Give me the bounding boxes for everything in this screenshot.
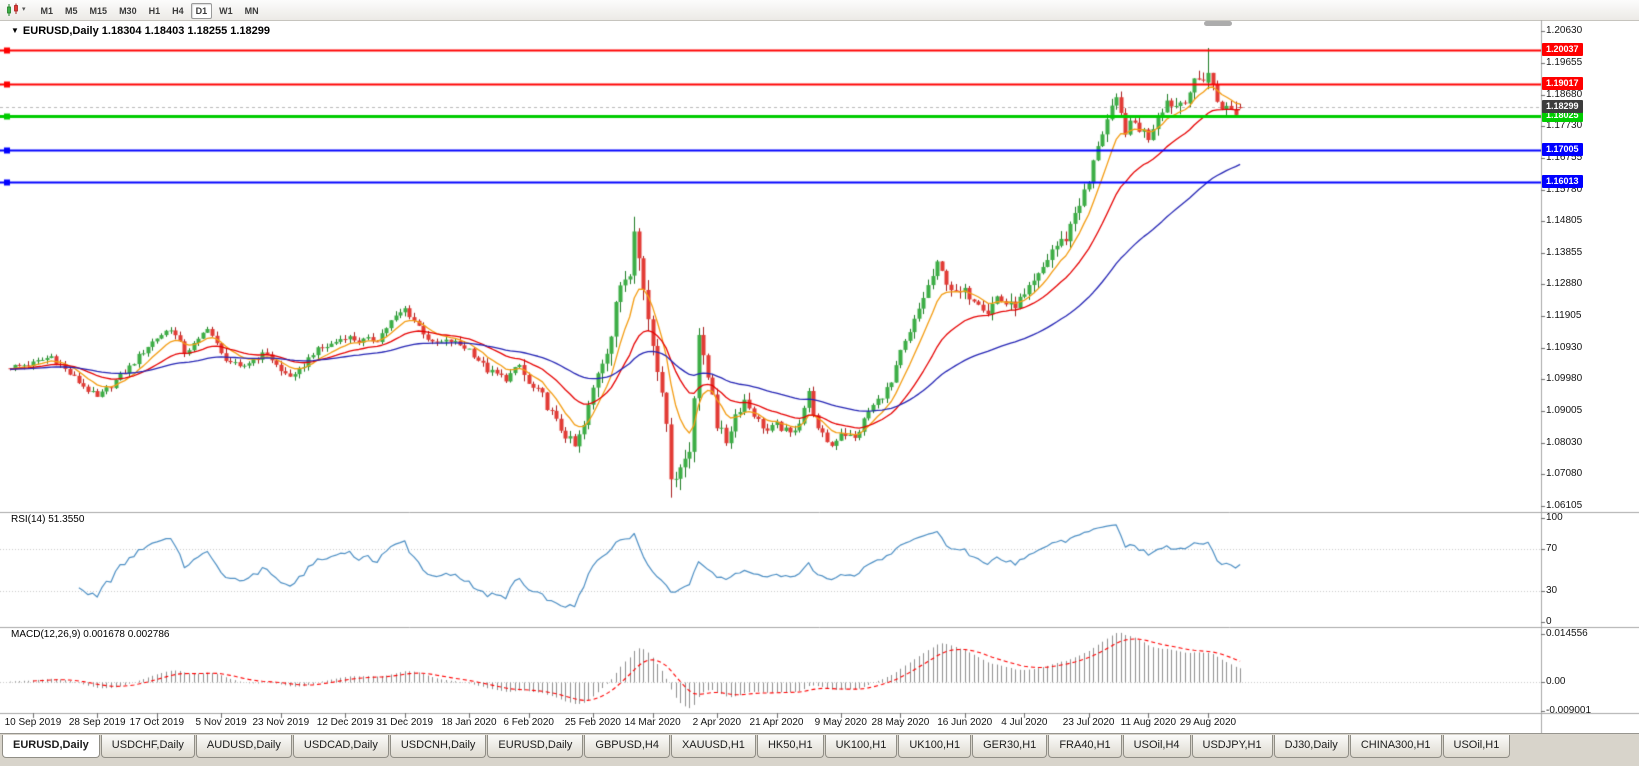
candlestick-chart-icon[interactable] bbox=[5, 3, 21, 17]
chart-tab-12-fra40-h1[interactable]: FRA40,H1 bbox=[1048, 735, 1122, 758]
chart-tab-0-eurusd-daily[interactable]: EURUSD,Daily bbox=[2, 735, 100, 758]
chart-tab-10-uk100-h1[interactable]: UK100,H1 bbox=[898, 735, 972, 758]
price-axis-label: 1.09980 bbox=[1546, 373, 1583, 385]
macd-axis-label: -0.009001 bbox=[1546, 705, 1592, 716]
hline-price-badge[interactable]: 1.17005 bbox=[1542, 142, 1583, 156]
date-axis-label: 17 Oct 2019 bbox=[129, 717, 185, 728]
date-axis-label: 6 Feb 2020 bbox=[503, 717, 554, 728]
date-axis-label: 25 Feb 2020 bbox=[564, 717, 622, 728]
chart-tab-13-usoil-h4[interactable]: USOil,H4 bbox=[1122, 735, 1191, 758]
macd-indicator-label: MACD(12,26,9) 0.001678 0.002786 bbox=[11, 629, 169, 640]
rsi-axis-label: 0 bbox=[1546, 616, 1552, 627]
price-axis-label: 1.08030 bbox=[1546, 437, 1583, 449]
collapse-triangle-icon[interactable]: ▼ bbox=[11, 26, 19, 35]
date-axis-label: 23 Nov 2019 bbox=[252, 717, 310, 728]
chart-tab-1-usdchf-daily[interactable]: USDCHF,Daily bbox=[100, 735, 195, 758]
price-axis-label: 1.18680 bbox=[1546, 88, 1583, 100]
date-axis-label: 18 Jan 2020 bbox=[441, 717, 497, 728]
chart-tab-17-usoil-h1[interactable]: USOil,H1 bbox=[1442, 735, 1511, 758]
chart-tab-2-audusd-daily[interactable]: AUDUSD,Daily bbox=[195, 735, 292, 758]
chart-tab-14-usdjpy-h1[interactable]: USDJPY,H1 bbox=[1191, 735, 1273, 758]
date-axis-label: 28 May 2020 bbox=[871, 717, 930, 728]
macd-values: 0.001678 0.002786 bbox=[83, 629, 170, 640]
price-axis-label: 1.16755 bbox=[1546, 151, 1583, 163]
chart-tabs-bar: EURUSD,Daily USDCHF,Daily AUDUSD,Daily USDC… bbox=[0, 733, 1639, 766]
macd-name: MACD(12,26,9) bbox=[11, 629, 81, 640]
price-axis-label: 1.13855 bbox=[1546, 246, 1583, 258]
chart-tab-3-usdcad-daily[interactable]: USDCAD,Daily bbox=[292, 735, 389, 758]
date-axis-label: 2 Apr 2020 bbox=[692, 717, 742, 728]
chart-ohlc-values: 1.18304 1.18403 1.18255 1.18299 bbox=[101, 25, 270, 37]
timeframe-button-m30[interactable]: M30 bbox=[114, 3, 142, 19]
date-axis-label: 9 May 2020 bbox=[814, 717, 867, 728]
timeframe-toolbar: ▾ M1 M5 M15 M30 H1 H4 D1 W1 MN bbox=[0, 0, 1639, 21]
chart-type-dropdown-caret-icon[interactable]: ▾ bbox=[22, 6, 26, 13]
rsi-indicator-label: RSI(14) 51.3550 bbox=[11, 514, 84, 525]
date-axis-label: 12 Dec 2019 bbox=[316, 717, 374, 728]
price-axis-label: 1.11905 bbox=[1546, 310, 1582, 322]
chart-tab-8-hk50-h1[interactable]: HK50,H1 bbox=[756, 735, 824, 758]
timeframe-button-h1[interactable]: H1 bbox=[144, 3, 166, 19]
hline-price-badge[interactable]: 1.20037 bbox=[1542, 43, 1583, 57]
date-axis-label: 31 Dec 2019 bbox=[376, 717, 434, 728]
timeframe-buttons-group: M1 M5 M15 M30 H1 H4 D1 W1 MN bbox=[35, 1, 265, 19]
date-axis-label: 23 Jul 2020 bbox=[1062, 717, 1115, 728]
chart-symbol-label: EURUSD,Daily bbox=[22, 25, 99, 37]
date-axis-label: 29 Aug 2020 bbox=[1179, 717, 1237, 728]
macd-axis-label: 0.014556 bbox=[1546, 628, 1588, 639]
rsi-axis-label: 30 bbox=[1546, 584, 1558, 596]
date-axis-label: 11 Aug 2020 bbox=[1120, 717, 1177, 728]
price-axis-label: 1.07080 bbox=[1546, 468, 1583, 480]
date-axis-label: 28 Sep 2019 bbox=[68, 717, 126, 728]
chart-scroll-thumb[interactable] bbox=[1204, 21, 1232, 26]
date-axis-label: 14 Mar 2020 bbox=[624, 717, 681, 728]
price-axis-label: 1.15780 bbox=[1546, 183, 1583, 195]
date-axis-label: 21 Apr 2020 bbox=[749, 717, 804, 728]
chart-tab-6-gbpusd-h4[interactable]: GBPUSD,H4 bbox=[584, 735, 670, 758]
chart-tab-7-xauusd-h1[interactable]: XAUUSD,H1 bbox=[670, 735, 756, 758]
timeframe-button-w1[interactable]: W1 bbox=[214, 3, 238, 19]
price-axis-label: 1.10930 bbox=[1546, 342, 1583, 354]
timeframe-button-h4[interactable]: H4 bbox=[167, 3, 189, 19]
chart-tab-5-eurusd-daily[interactable]: EURUSD,Daily bbox=[487, 735, 584, 758]
price-axis-label: 1.14805 bbox=[1546, 215, 1583, 227]
timeframe-button-m1[interactable]: M1 bbox=[36, 3, 59, 19]
price-axis-label: 1.06105 bbox=[1546, 500, 1583, 511]
chart-tab-15-dj30-daily[interactable]: DJ30,Daily bbox=[1273, 735, 1349, 758]
chart-tab-16-china300-h1[interactable]: CHINA300,H1 bbox=[1349, 735, 1442, 758]
timeframe-button-d1[interactable]: D1 bbox=[190, 3, 213, 19]
macd-axis-label: 0.00 bbox=[1546, 675, 1566, 687]
current-price-badge: 1.18299 bbox=[1542, 100, 1583, 114]
date-axis-label: 5 Nov 2019 bbox=[195, 717, 247, 728]
chart-tab-4-usdcnh-daily[interactable]: USDCNH,Daily bbox=[389, 735, 487, 758]
timeframe-button-m5[interactable]: M5 bbox=[60, 3, 83, 19]
rsi-name: RSI(14) bbox=[11, 514, 46, 525]
price-axis-label: 1.12880 bbox=[1546, 278, 1583, 290]
price-axis-label: 1.20630 bbox=[1546, 25, 1583, 36]
price-chart-canvas[interactable] bbox=[0, 20, 1639, 733]
timeframe-button-m15[interactable]: M15 bbox=[85, 3, 113, 19]
date-axis-label: 10 Sep 2019 bbox=[4, 717, 62, 728]
rsi-value: 51.3550 bbox=[48, 514, 85, 525]
hline-price-badge[interactable]: 1.19017 bbox=[1542, 76, 1583, 90]
date-axis-label: 16 Jun 2020 bbox=[937, 717, 993, 728]
rsi-axis-label: 100 bbox=[1546, 512, 1563, 523]
rsi-axis-label: 70 bbox=[1546, 543, 1558, 555]
price-axis-label: 1.09005 bbox=[1546, 405, 1583, 417]
timeframe-button-mn[interactable]: MN bbox=[240, 3, 264, 19]
price-axis-label: 1.17730 bbox=[1546, 119, 1583, 131]
chart-tab-9-uk100-h1[interactable]: UK100,H1 bbox=[824, 735, 898, 758]
date-axis-label: 4 Jul 2020 bbox=[1001, 717, 1048, 728]
price-axis-label: 1.19655 bbox=[1546, 56, 1583, 68]
hline-price-badge[interactable]: 1.16013 bbox=[1542, 174, 1583, 188]
chart-title: ▼ EURUSD,Daily 1.18304 1.18403 1.18255 1.… bbox=[11, 25, 270, 37]
chart-tab-11-ger30-h1[interactable]: GER30,H1 bbox=[972, 735, 1048, 758]
